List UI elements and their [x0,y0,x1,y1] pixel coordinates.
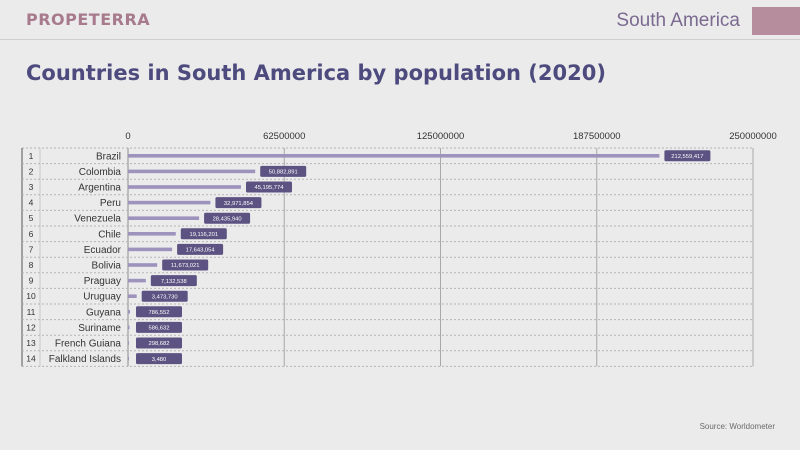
rank-label: 2 [29,166,34,176]
value-label: 28,435,940 [213,216,242,222]
value-label-box [141,290,188,302]
country-label: Venezuela [74,214,121,225]
population-bar [128,341,129,345]
brand-logo: PROPETERRA [26,10,151,29]
rank-label: 8 [29,260,34,270]
value-label: 786,552 [149,310,170,316]
population-bar [128,154,660,158]
rank-label: 11 [27,307,36,317]
value-label: 19,116,201 [189,232,218,238]
region-label: South America [616,10,740,31]
country-label: Bolivia [92,261,122,272]
value-label: 3,473,730 [152,294,178,300]
population-bar [128,356,129,361]
country-label: Guyana [86,307,121,318]
value-label: 7,132,538 [161,279,187,285]
x-tick-label: 125000000 [417,131,465,142]
value-label-box [136,337,182,349]
value-label: 17,643,054 [186,248,216,254]
population-bar [128,278,146,283]
population-bar [128,232,176,236]
population-bar [128,325,130,330]
rank-label: 4 [29,198,34,208]
value-label-box [136,353,182,365]
country-label: Peru [100,198,121,209]
population-bar [128,263,158,267]
x-tick-label: 250000000 [729,131,777,142]
value-label-box [136,306,182,318]
rank-label: 9 [29,276,34,286]
country-label: Brazil [96,151,121,162]
country-label: French Guiana [55,339,122,350]
x-tick-label: 187500000 [573,131,621,142]
population-bar [128,185,241,189]
accent-block [752,7,800,35]
rank-label: 10 [26,291,36,301]
country-label: Chile [98,229,121,240]
country-label: Praguay [84,276,121,287]
rank-label: 13 [26,338,36,348]
rank-label: 12 [26,322,36,332]
population-bar [128,247,173,252]
value-label: 586,632 [149,326,170,332]
page-title: Countries in South America by population… [26,61,606,85]
value-label: 11,673,021 [171,263,200,269]
population-bar [128,294,137,298]
population-bar [128,216,200,220]
rank-label: 5 [29,213,34,223]
value-label: 32,971,854 [224,201,254,207]
x-tick-label: 0 [125,131,130,142]
country-label: Colombia [79,167,122,178]
country-label: Ecuador [84,245,122,256]
value-label-box [664,150,711,162]
value-label: 50,882,891 [269,170,298,176]
country-label: Argentina [78,183,121,194]
value-label-box [136,321,182,333]
value-label-box [245,181,292,193]
value-label: 45,195,774 [254,185,284,191]
rank-label: 3 [29,182,34,192]
value-label-box [150,275,197,287]
rank-label: 1 [29,151,34,161]
value-label: 212,559,417 [671,154,703,160]
value-label: 298,682 [149,341,170,347]
value-label-box [162,259,209,271]
x-tick-label: 62500000 [263,131,305,142]
value-label-box [260,165,307,177]
value-label-box [204,212,251,224]
value-label: 3,480 [152,357,167,363]
population-bar [128,310,130,314]
rank-label: 6 [29,229,34,239]
rank-label: 14 [26,354,36,364]
header-divider [0,39,800,40]
rank-label: 7 [29,244,34,254]
country-label: Uruguay [83,292,121,303]
value-label-box [215,197,262,209]
country-label: Suriname [78,323,121,334]
value-label-box [177,243,224,255]
population-bar [128,200,211,205]
value-label-box [180,228,227,240]
country-label: Falkland Islands [49,354,121,365]
population-bar [128,169,256,174]
source-note: Source: Worldometer [699,422,775,431]
